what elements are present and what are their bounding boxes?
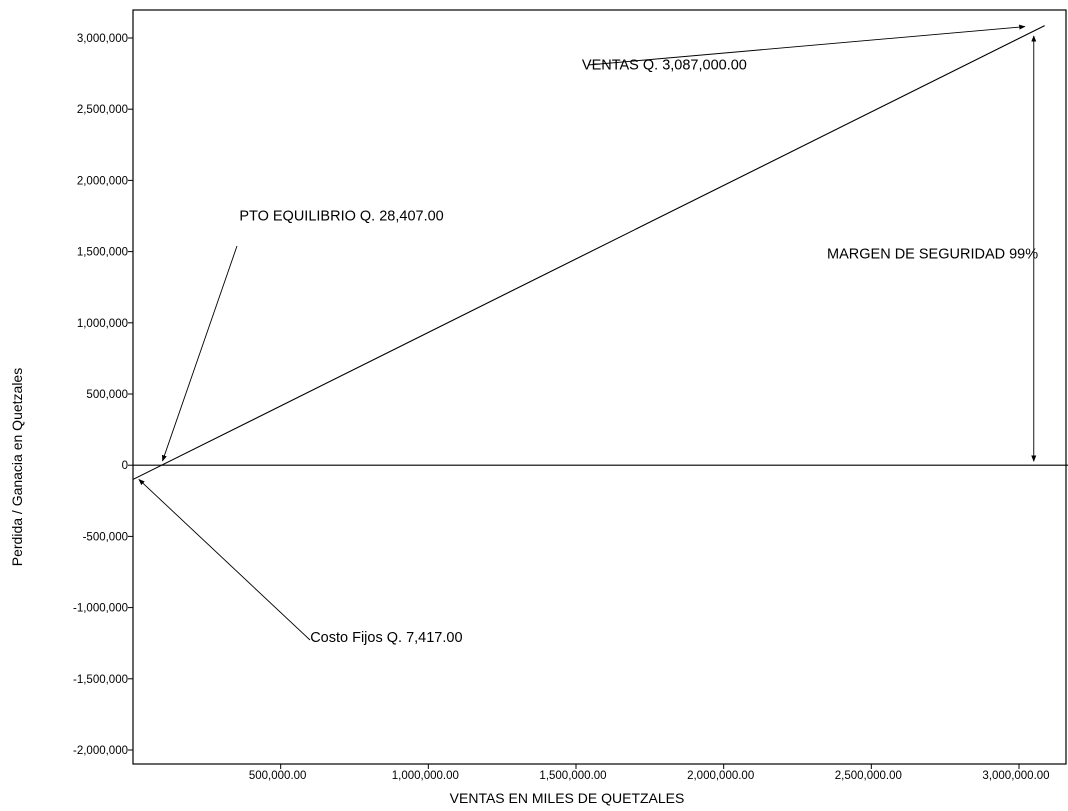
annotation-label: PTO EQUILIBRIO Q. 28,407.00 [239,208,443,224]
x-tick-label: 2,500,000.00 [835,770,902,782]
x-tick-label: 500,000.00 [249,770,307,782]
annotation-arrow [162,245,238,462]
y-axis-ticks: 3,000,000 2,500,000 2,000,000 1,500,000 1,00… [73,33,133,757]
y-axis-title: Perdida / Ganacia en Quetzales [9,368,25,566]
x-tick-label: 1,000,000.00 [392,770,459,782]
y-tick-label: -1,000,000 [73,603,128,615]
series-lines [132,25,1068,480]
x-tick-label: 1,500,000.00 [539,770,606,782]
annotations: VENTAS Q. 3,087,000.00 PTO EQUILIBRIO Q. … [138,24,1038,646]
x-axis-title: VENTAS EN MILES DE QUETZALES [450,790,685,806]
annotation-arrow [587,24,1026,66]
sales-line [132,25,1045,480]
y-tick-label: 500,000 [86,389,128,401]
y-tick-label: 1,500,000 [77,247,128,259]
x-axis-ticks: 500,000.00 1,000,000.00 1,500,000.00 2,000,… [249,764,1050,782]
plot-area [132,9,1067,765]
y-tick-label: 2,500,000 [77,104,128,116]
y-tick-label: -500,000 [83,531,128,543]
annotation-label: MARGEN DE SEGURIDAD 99% [827,247,1038,263]
x-tick-label: 3,000,000.00 [982,770,1049,782]
y-tick-label: 1,000,000 [77,318,128,330]
annotation-arrow [138,479,311,641]
y-tick-label: 2,000,000 [77,175,128,187]
y-tick-label: -1,500,000 [73,674,128,686]
y-tick-label: 0 [122,460,128,472]
annotation-label: Costo Fijos Q. 7,417.00 [310,630,462,646]
y-tick-label: -2,000,000 [73,745,128,757]
annotation-label: VENTAS Q. 3,087,000.00 [582,57,747,73]
x-tick-label: 2,000,000.00 [687,770,754,782]
y-tick-label: 3,000,000 [77,33,128,45]
